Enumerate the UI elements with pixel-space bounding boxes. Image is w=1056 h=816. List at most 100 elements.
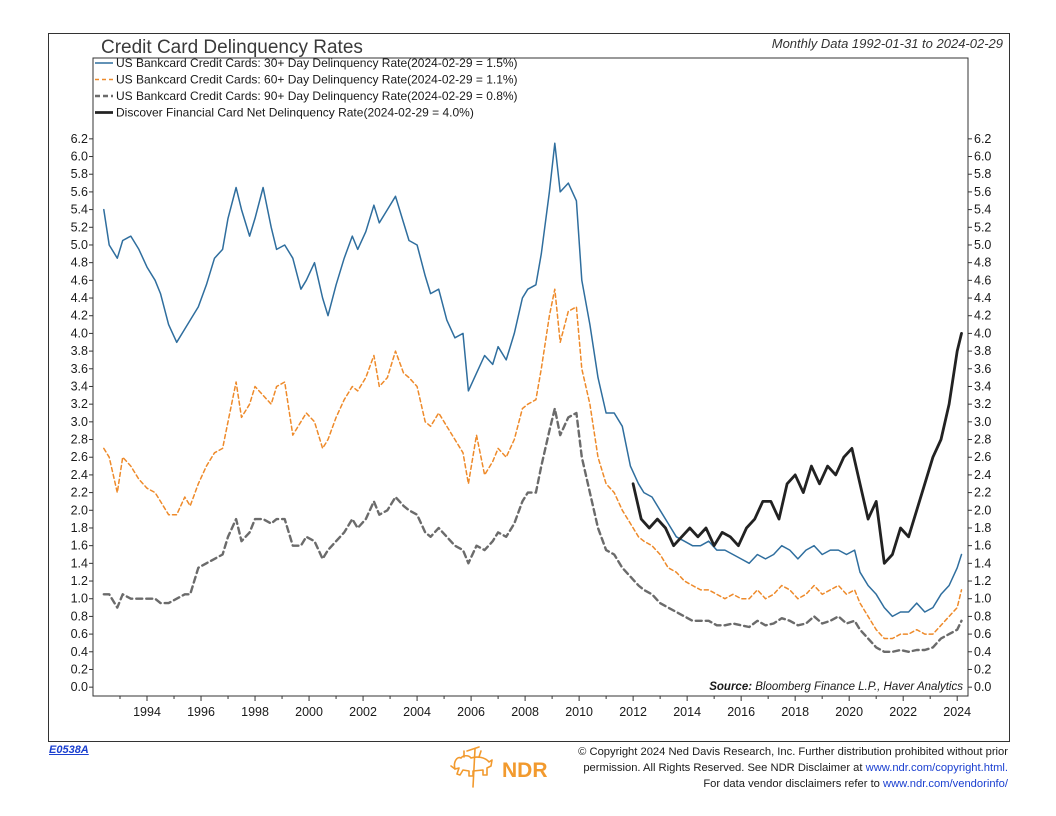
y-tick-label-left: 6.0 [71, 150, 88, 164]
y-tick-label-right: 3.4 [974, 379, 991, 393]
y-tick-label-left: 5.6 [71, 185, 88, 199]
y-tick-label-right: 0.6 [974, 627, 991, 641]
x-tick-label: 2004 [403, 705, 431, 719]
y-tick-label-right: 2.4 [974, 468, 991, 482]
y-tick-label-right: 5.8 [974, 167, 991, 181]
chart-frame: Credit Card Delinquency Rates Monthly Da… [48, 33, 1010, 742]
source-note: Source: Bloomberg Finance L.P., Haver An… [709, 681, 963, 693]
vendorinfo-link[interactable]: www.ndr.com/vendorinfo/ [883, 778, 1008, 790]
y-tick-label-right: 3.2 [974, 397, 991, 411]
y-tick-label-left: 2.8 [71, 433, 88, 447]
legend-label-2: US Bankcard Credit Cards: 60+ Day Delinq… [116, 73, 518, 87]
x-tick-label: 2020 [835, 705, 863, 719]
y-tick-label-right: 0.0 [974, 680, 991, 694]
ndr-logo-text: NDR [502, 759, 548, 782]
copyright-line-3: For data vendor disclaimers refer to www… [528, 776, 1008, 792]
date-range: Monthly Data 1992-01-31 to 2024-02-29 [771, 36, 1003, 51]
y-tick-label-left: 3.0 [71, 415, 88, 429]
y-tick-label-left: 3.2 [71, 397, 88, 411]
x-tick-label: 2000 [295, 705, 323, 719]
y-tick-label-right: 1.2 [974, 574, 991, 588]
chart-title: Credit Card Delinquency Rates [101, 37, 363, 58]
x-tick-label: 2018 [781, 705, 809, 719]
x-tick-label: 1998 [241, 705, 269, 719]
legend-label-3: US Bankcard Credit Cards: 90+ Day Delinq… [116, 89, 518, 103]
copyright-notice: © Copyright 2024 Ned Davis Research, Inc… [528, 744, 1008, 792]
legend-label-4: Discover Financial Card Net Delinquency … [116, 106, 474, 120]
y-tick-label-right: 4.0 [974, 326, 991, 340]
y-tick-label-left: 3.4 [71, 379, 88, 393]
y-tick-label-right: 6.0 [974, 150, 991, 164]
y-tick-label-left: 0.4 [71, 645, 88, 659]
series-line-2 [103, 288, 963, 640]
y-tick-label-left: 0.2 [71, 662, 88, 676]
source-label: Source: [709, 681, 755, 693]
y-tick-label-left: 5.2 [71, 220, 88, 234]
y-tick-label-left: 5.0 [71, 238, 88, 252]
y-tick-label-right: 5.2 [974, 220, 991, 234]
y-tick-label-left: 4.6 [71, 273, 88, 287]
y-tick-label-right: 1.6 [974, 539, 991, 553]
y-tick-label-left: 4.8 [71, 256, 88, 270]
x-tick-label: 2008 [511, 705, 539, 719]
y-tick-label-left: 0.8 [71, 609, 88, 623]
y-tick-label-right: 3.8 [974, 344, 991, 358]
x-tick-label: 2014 [673, 705, 701, 719]
y-tick-label-left: 4.2 [71, 309, 88, 323]
y-tick-label-right: 5.6 [974, 185, 991, 199]
y-tick-label-left: 3.8 [71, 344, 88, 358]
y-tick-label-left: 5.4 [71, 203, 88, 217]
y-tick-label-right: 0.2 [974, 662, 991, 676]
y-tick-label-left: 4.0 [71, 326, 88, 340]
y-tick-label-right: 1.4 [974, 556, 991, 570]
y-tick-label-right: 1.0 [974, 592, 991, 606]
x-tick-label: 2016 [727, 705, 755, 719]
series-line-3 [102, 407, 963, 653]
ndr-logo: NDR [450, 746, 548, 788]
series-line-4 [631, 331, 963, 565]
y-tick-label-right: 3.6 [974, 362, 991, 376]
x-tick-label: 1994 [133, 705, 161, 719]
x-tick-label: 2024 [943, 705, 971, 719]
series-line-1 [103, 142, 963, 618]
source-text: Bloomberg Finance L.P., Haver Analytics [755, 681, 963, 693]
y-tick-label-left: 1.6 [71, 539, 88, 553]
y-tick-label-left: 4.4 [71, 291, 88, 305]
y-tick-label-right: 4.6 [974, 273, 991, 287]
y-tick-label-right: 6.2 [974, 132, 991, 146]
y-tick-label-right: 4.2 [974, 309, 991, 323]
y-tick-label-right: 2.0 [974, 503, 991, 517]
line-chart: 0.0 0.0 0.2 0.2 0.4 0.4 0.6 0.6 0.8 0.8 1.0 1.0 1.2 1… [71, 56, 992, 719]
x-tick-label: 2012 [619, 705, 647, 719]
y-tick-label-left: 6.2 [71, 132, 88, 146]
x-tick-label: 2002 [349, 705, 377, 719]
y-tick-label-left: 1.8 [71, 521, 88, 535]
y-tick-label-left: 0.6 [71, 627, 88, 641]
x-tick-label: 2006 [457, 705, 485, 719]
y-tick-label-left: 3.6 [71, 362, 88, 376]
y-tick-label-right: 2.6 [974, 450, 991, 464]
copyright-link[interactable]: www.ndr.com/copyright.html. [865, 762, 1008, 774]
y-tick-label-left: 2.4 [71, 468, 88, 482]
y-tick-label-left: 1.2 [71, 574, 88, 588]
x-tick-label: 2010 [565, 705, 593, 719]
chart-code-link[interactable]: E0538A [49, 744, 89, 756]
bull-icon [450, 746, 493, 788]
y-tick-label-left: 2.2 [71, 486, 88, 500]
legend: US Bankcard Credit Cards: 30+ Day Delinq… [95, 56, 518, 120]
copyright-line-2-text: permission. All Rights Reserved. See NDR… [583, 762, 863, 774]
copyright-line-2: permission. All Rights Reserved. See NDR… [528, 760, 1008, 776]
copyright-line-1: © Copyright 2024 Ned Davis Research, Inc… [578, 746, 1008, 758]
y-tick-label-left: 0.0 [71, 680, 88, 694]
y-tick-label-right: 0.4 [974, 645, 991, 659]
y-tick-label-left: 1.0 [71, 592, 88, 606]
y-tick-label-right: 3.0 [974, 415, 991, 429]
y-tick-label-right: 5.0 [974, 238, 991, 252]
y-tick-label-right: 2.2 [974, 486, 991, 500]
legend-label-1: US Bankcard Credit Cards: 30+ Day Delinq… [116, 56, 518, 70]
plot-area [92, 57, 969, 697]
x-tick-label: 2022 [889, 705, 917, 719]
y-tick-label-right: 2.8 [974, 433, 991, 447]
copyright-line-3-text: For data vendor disclaimers refer to [703, 778, 880, 790]
y-tick-label-left: 2.6 [71, 450, 88, 464]
